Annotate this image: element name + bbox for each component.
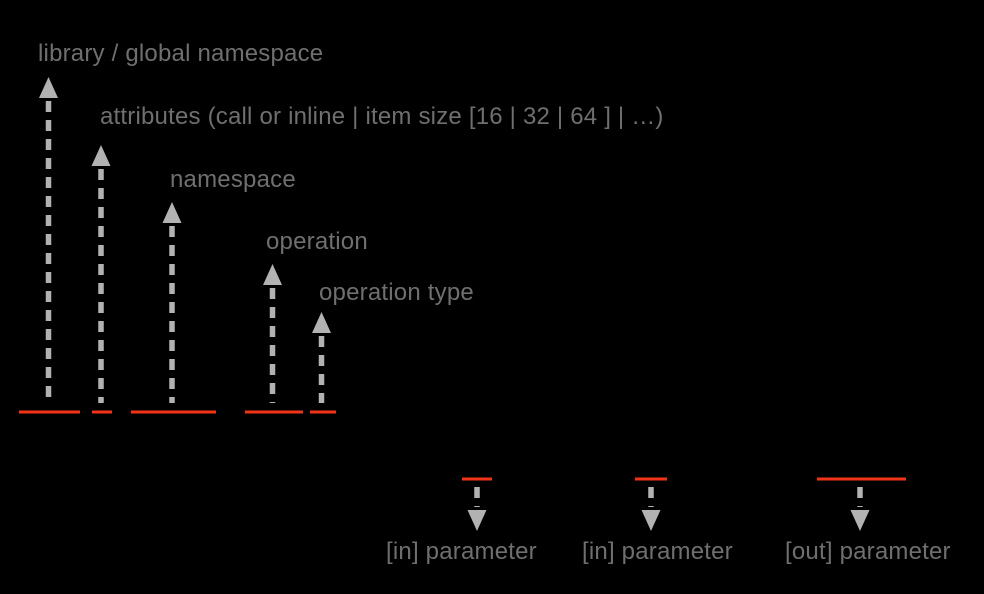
label-operation-type: operation type	[319, 279, 474, 306]
label-operation: operation	[266, 228, 368, 255]
up-arrow-attributes-icon	[91, 145, 111, 403]
up-arrow-operation-type-icon	[312, 312, 331, 403]
label-in-parameter-2: [in] parameter	[582, 538, 733, 565]
label-attributes: attributes (call or inline | item size […	[100, 103, 664, 130]
label-out-parameter: [out] parameter	[785, 538, 951, 565]
label-namespace: namespace	[170, 166, 296, 193]
down-arrow-param-in-2-icon	[641, 487, 661, 531]
down-arrow-param-in-1-icon	[467, 487, 487, 531]
up-arrow-namespace-icon	[162, 202, 182, 403]
up-arrow-operation-icon	[263, 264, 282, 403]
down-arrow-param-out-icon	[850, 487, 870, 531]
up-arrow-library-icon	[39, 77, 58, 403]
label-library-global-namespace: library / global namespace	[38, 40, 324, 67]
label-in-parameter-1: [in] parameter	[386, 538, 537, 565]
